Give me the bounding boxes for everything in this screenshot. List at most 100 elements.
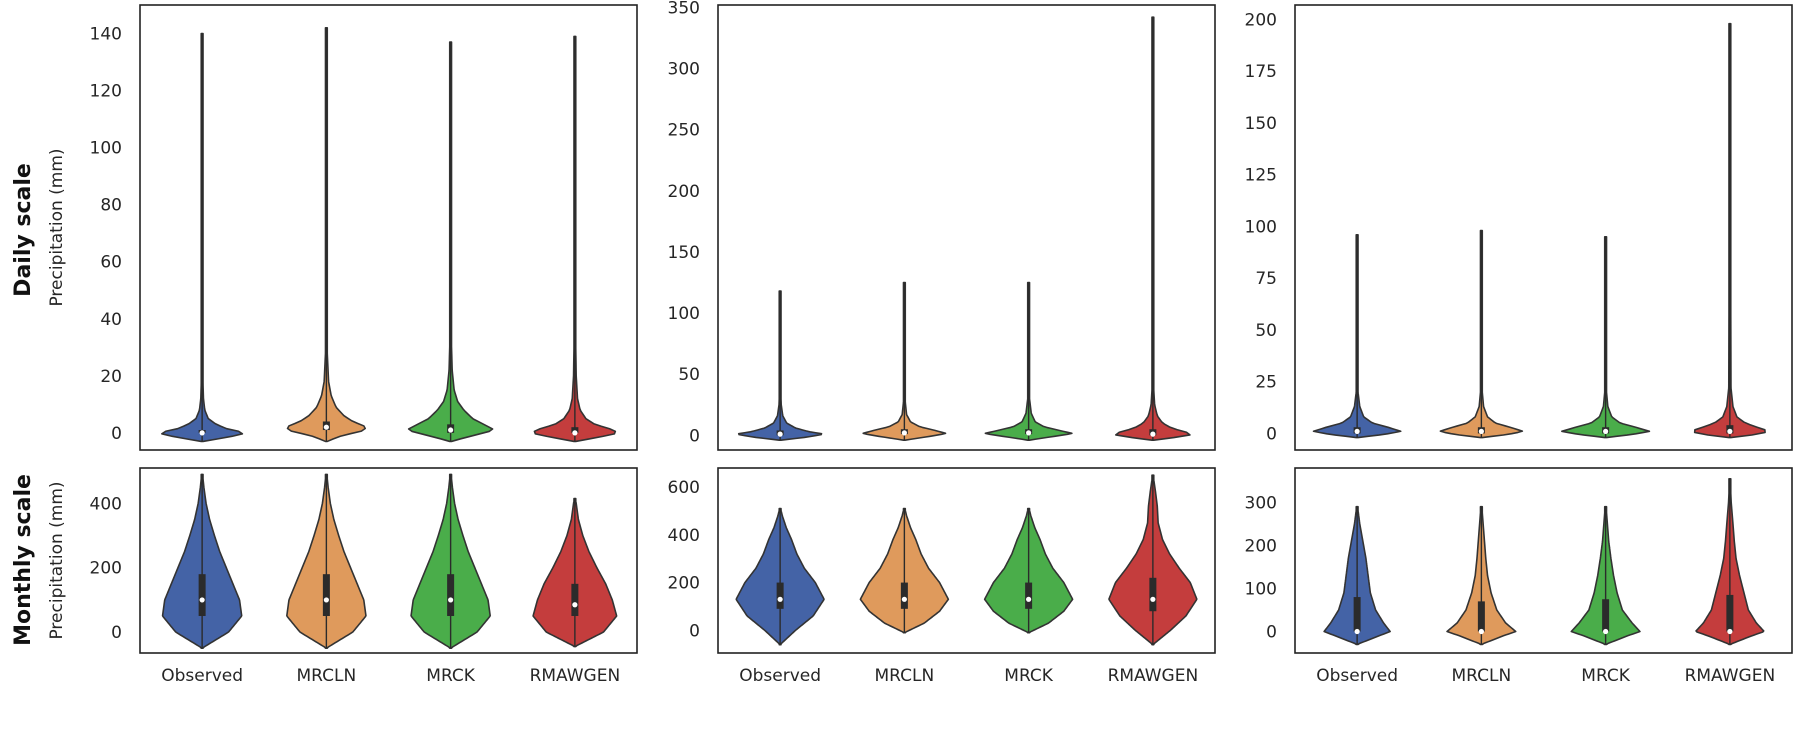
panel-4: 0 200 400 Precipitation (mm) Observed MRCLN MR… — [47, 467, 638, 686]
iqr-box — [1025, 582, 1033, 609]
y-tick-label: 200 — [1245, 10, 1277, 30]
y-tick-label: 0 — [689, 426, 700, 446]
median-marker — [448, 597, 454, 603]
y-tick-label: 100 — [1245, 579, 1277, 599]
x-tick-label: MRCLN — [875, 666, 935, 686]
median-marker — [1727, 428, 1733, 434]
iqr-box — [1149, 577, 1157, 612]
y-tick-label: 140 — [90, 25, 122, 45]
median-marker — [199, 430, 205, 436]
median-marker — [1354, 628, 1360, 635]
median-marker — [777, 431, 783, 437]
median-marker — [1150, 596, 1156, 602]
x-tick-label: MRCK — [426, 666, 476, 686]
x-tick-label: RMAWGEN — [530, 666, 621, 686]
median-marker — [777, 596, 783, 602]
median-marker — [199, 597, 205, 603]
y-tick-label: 50 — [1255, 321, 1277, 341]
iqr-box — [571, 583, 579, 616]
y-tick-label: 400 — [668, 526, 700, 546]
median-marker — [901, 430, 907, 436]
iqr-box — [1602, 599, 1610, 632]
panel-6: 0 100 200 300 Observed MRCLN MRCK RMAWGEN — [1245, 467, 1793, 686]
iqr-box — [571, 427, 579, 433]
y-tick-label: 200 — [668, 574, 700, 594]
y-tick-label: 100 — [90, 139, 122, 159]
iqr-box — [322, 574, 330, 616]
x-tick-label: Observed — [161, 666, 243, 686]
x-tick-label: MRCLN — [297, 666, 357, 686]
median-marker — [448, 427, 454, 433]
y-tick-label: 40 — [100, 310, 122, 330]
median-marker — [1603, 428, 1609, 434]
y-tick-label: 120 — [90, 82, 122, 102]
y-tick-label: 300 — [668, 60, 700, 80]
y-tick-label: 80 — [100, 196, 122, 216]
x-tick-label: MRCK — [1581, 666, 1631, 686]
y-tick-label: 175 — [1245, 62, 1277, 82]
y-tick-label: 250 — [668, 121, 700, 141]
median-marker — [1603, 628, 1609, 635]
y-tick-label: 50 — [678, 365, 700, 385]
median-marker — [901, 596, 907, 602]
median-marker — [1478, 428, 1484, 434]
median-marker — [323, 424, 329, 430]
y-tick-label: 100 — [668, 304, 700, 324]
median-marker — [1478, 628, 1484, 635]
x-tick-label: MRCLN — [1452, 666, 1512, 686]
y-tick-label: 150 — [668, 243, 700, 263]
panel-grid: 0 20 40 60 80 100 120 140 Precipitation (mm) 0 50 1… — [47, 0, 1793, 686]
axes-frame — [717, 4, 1216, 451]
y-tick-label: 0 — [111, 623, 122, 643]
row-label-monthly: Monthly scale — [11, 474, 36, 646]
y-tick-label: 0 — [689, 621, 700, 641]
median-marker — [323, 597, 329, 603]
axes-frame — [1294, 467, 1793, 654]
y-tick-label: 60 — [100, 253, 122, 273]
iqr-box — [1353, 597, 1361, 632]
y-tick-label: 0 — [1266, 622, 1277, 642]
iqr-box — [198, 574, 206, 616]
x-tick-label: RMAWGEN — [1108, 666, 1199, 686]
row-label-daily: Daily scale — [11, 163, 36, 297]
median-marker — [1026, 596, 1032, 602]
median-marker — [572, 602, 578, 608]
x-tick-label: Observed — [1316, 666, 1398, 686]
y-tick-label: 0 — [111, 424, 122, 444]
x-tick-label: Observed — [739, 666, 821, 686]
y-tick-label: 150 — [1245, 114, 1277, 134]
iqr-box — [776, 582, 784, 609]
y-tick-label: 200 — [668, 182, 700, 202]
y-tick-label: 350 — [668, 0, 700, 18]
y-tick-label: 125 — [1245, 166, 1277, 186]
panel-1: 0 20 40 60 80 100 120 140 Precipitation (mm) — [47, 4, 638, 451]
axes-frame — [717, 467, 1216, 654]
y-axis-label: Precipitation (mm) — [47, 481, 67, 639]
panel-3: 0 25 50 75 100 125 150 175 200 — [1245, 4, 1793, 451]
median-marker — [572, 430, 578, 436]
axes-frame — [139, 4, 638, 451]
y-tick-label: 20 — [100, 367, 122, 387]
y-tick-label: 200 — [90, 559, 122, 579]
y-tick-label: 300 — [1245, 493, 1277, 513]
x-tick-label: MRCK — [1004, 666, 1054, 686]
panel-5: 0 200 400 600 Observed MRCLN MRCK RMAWGEN — [668, 467, 1216, 686]
iqr-box — [1477, 601, 1485, 632]
panel-2: 0 50 100 150 200 250 300 350 — [668, 0, 1216, 451]
axes-frame — [1294, 4, 1793, 451]
y-tick-label: 600 — [668, 478, 700, 498]
y-tick-label: 200 — [1245, 536, 1277, 556]
y-tick-label: 75 — [1255, 269, 1277, 289]
median-marker — [1354, 428, 1360, 434]
y-tick-label: 0 — [1266, 424, 1277, 444]
y-tick-label: 25 — [1255, 373, 1277, 393]
y-tick-label: 100 — [1245, 217, 1277, 237]
y-axis-label: Precipitation (mm) — [47, 148, 67, 306]
median-marker — [1150, 431, 1156, 437]
iqr-box — [900, 582, 908, 609]
iqr-box — [447, 574, 455, 616]
iqr-box — [1726, 594, 1734, 632]
x-tick-label: RMAWGEN — [1685, 666, 1776, 686]
y-tick-label: 400 — [90, 494, 122, 514]
